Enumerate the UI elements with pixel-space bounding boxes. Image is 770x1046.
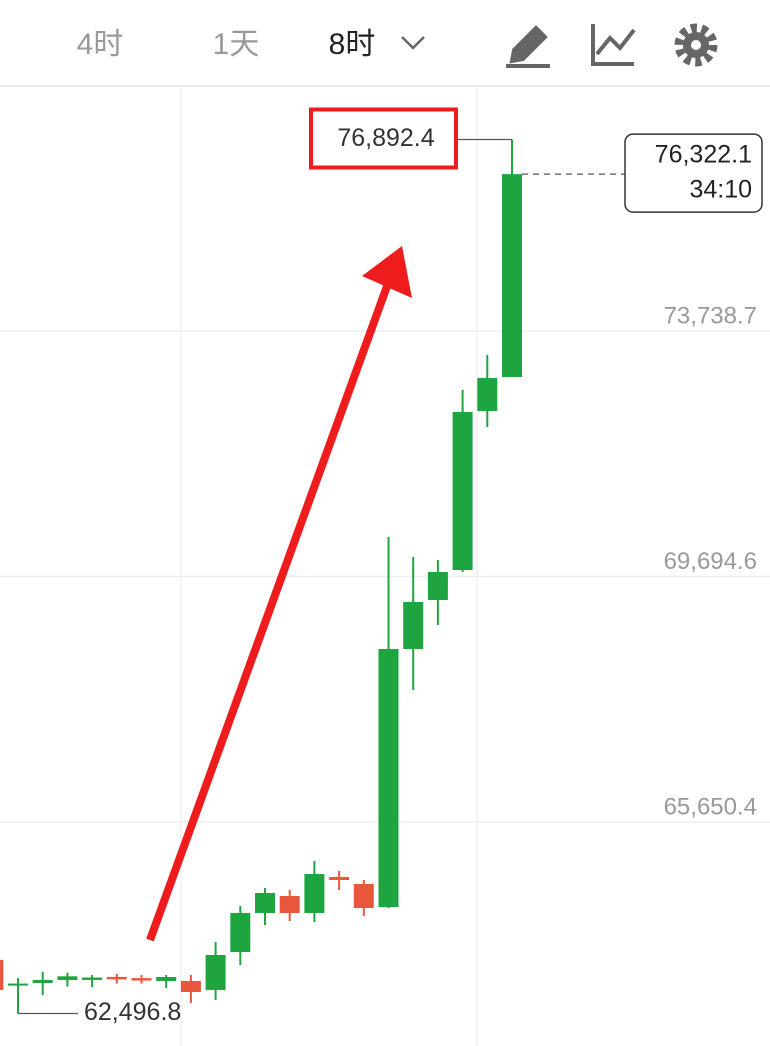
candle-body (205, 954, 226, 990)
y-tick-label: 69,694.6 (664, 548, 757, 575)
tab-8h[interactable]: 8时 (329, 28, 376, 61)
candle-body (403, 601, 424, 649)
candle-body (131, 978, 152, 981)
candle-body (106, 976, 127, 980)
dropdown-chevron[interactable] (401, 36, 425, 50)
candle-body (477, 377, 498, 411)
candle-body (304, 873, 325, 913)
tab-1d[interactable]: 1天 (213, 28, 260, 61)
countdown-label: 34:10 (689, 176, 752, 204)
candle-body (378, 648, 399, 908)
candle-body (255, 892, 275, 913)
candle-body (329, 876, 350, 881)
candle-body (230, 912, 251, 953)
y-tick-label: 65,650.4 (664, 793, 757, 820)
y-tick-label: 73,738.7 (664, 302, 757, 329)
candle-body (32, 979, 53, 983)
max-highlight-box (309, 107, 458, 170)
candle-body (156, 976, 177, 981)
settings-icon[interactable] (674, 23, 718, 67)
indicator-icon[interactable] (591, 24, 636, 66)
candle-body (0, 959, 4, 990)
candle-body (502, 174, 522, 377)
candle-body (180, 980, 201, 992)
last-price-label: 76,322.1 (655, 141, 752, 169)
header (0, 0, 770, 86)
tab-4h[interactable]: 4时 (77, 28, 124, 61)
candle-body (427, 571, 448, 600)
max-price-label: 76,892.4 (337, 124, 434, 152)
trend-arrow-head (362, 246, 412, 298)
draw-tool-icon[interactable] (506, 25, 550, 68)
min-price-label: 62,496.8 (84, 998, 181, 1026)
candle-body (452, 411, 473, 570)
candle-body (353, 884, 374, 908)
candle-body (82, 977, 103, 980)
candle-body (57, 976, 78, 980)
last-price-box (624, 133, 763, 213)
trend-arrow-shaft (146, 276, 394, 942)
candle-body (8, 983, 28, 986)
candle-body (279, 896, 300, 913)
